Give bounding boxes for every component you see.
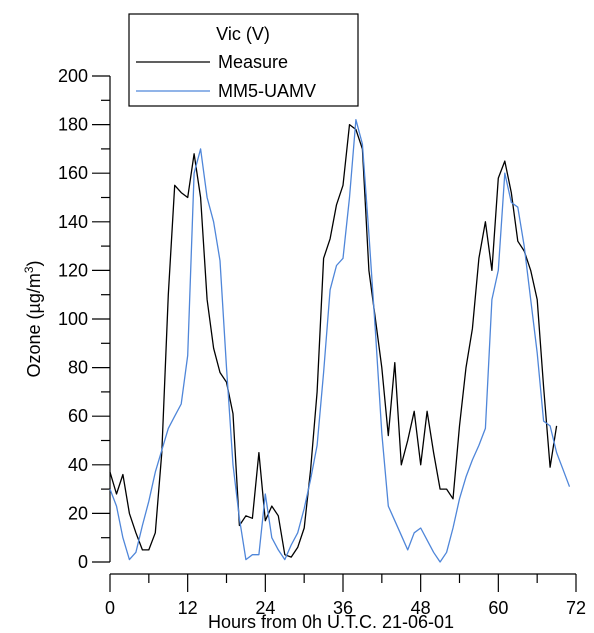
x-tick-label: 48 (411, 598, 431, 618)
y-axis-label-main: Ozone (µg/m (24, 273, 44, 377)
x-tick-label: 36 (333, 598, 353, 618)
y-tick-label: 160 (58, 163, 88, 183)
y-tick-label: 0 (78, 552, 88, 572)
y-axis: 0 20 40 60 80 100 120 140 160 180 200 (58, 66, 111, 572)
legend-title: Vic (V) (216, 24, 270, 44)
y-tick-label: 40 (68, 455, 88, 475)
x-axis-label: Hours from 0h U.T.C. 21-06-01 (208, 612, 454, 632)
legend-label-measure: Measure (218, 52, 288, 72)
y-tick-label: 100 (58, 309, 88, 329)
y-tick-label: 200 (58, 66, 88, 86)
series-line-measure (109, 123, 558, 558)
y-tick-label: 80 (68, 358, 88, 378)
legend-label-mm5-uamv: MM5-UAMV (218, 81, 316, 101)
x-tick-label: 12 (178, 598, 198, 618)
x-tick-label: 60 (488, 598, 508, 618)
y-tick-label: 120 (58, 260, 88, 280)
x-tick-label: 72 (566, 598, 586, 618)
legend: Vic (V) Measure MM5-UAMV (128, 13, 359, 107)
y-tick-label: 180 (58, 115, 88, 135)
y-axis-label-end: ) (24, 260, 44, 266)
y-tick-label: 20 (68, 503, 88, 523)
y-tick-label: 140 (58, 212, 88, 232)
y-axis-label-sup: 3 (22, 266, 36, 273)
series-line-mm5-uamv (109, 119, 571, 563)
x-tick-label: 0 (105, 598, 115, 618)
y-tick-label: 60 (68, 406, 88, 426)
series-layer (109, 119, 571, 563)
x-tick-label: 24 (255, 598, 275, 618)
y-axis-label: Ozone (µg/m3) (22, 260, 44, 377)
x-axis: 0 12 24 36 48 60 72 (105, 573, 586, 618)
